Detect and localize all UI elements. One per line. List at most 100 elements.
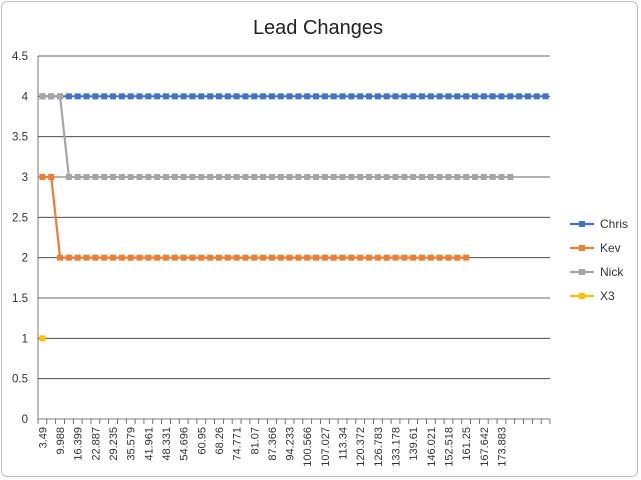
data-point (286, 93, 293, 100)
y-tick-label: 1.5 (12, 293, 28, 305)
x-tick-label: 48.331 (161, 427, 173, 461)
data-point (83, 93, 90, 100)
data-point (189, 254, 196, 261)
data-point (251, 254, 258, 261)
y-tick-label: 0 (22, 414, 28, 426)
data-point (268, 254, 275, 261)
data-point (110, 254, 117, 261)
data-point (260, 174, 267, 180)
x-tick-label: 107.027 (320, 427, 332, 467)
data-point (321, 254, 328, 261)
data-point (366, 93, 373, 100)
x-tick-label: 94.233 (285, 427, 297, 461)
x-tick-label: 146.021 (426, 427, 438, 467)
x-tick-label: 120.372 (355, 427, 367, 467)
data-point (65, 93, 72, 100)
series-chris (39, 93, 549, 100)
data-point (348, 254, 355, 261)
y-tick-label: 1 (22, 333, 28, 345)
data-point (163, 174, 169, 180)
data-point (321, 174, 328, 180)
data-point (154, 174, 161, 180)
data-point (215, 254, 222, 261)
data-point (348, 174, 355, 180)
x-tick-label: 173.883 (496, 427, 508, 467)
x-tick-label: 16.399 (73, 427, 85, 461)
data-point (516, 93, 523, 100)
data-point (383, 174, 390, 180)
x-tick-label: 81.07 (249, 427, 261, 455)
data-point (74, 174, 81, 180)
data-point (401, 93, 408, 100)
data-point (330, 254, 337, 261)
data-point (313, 174, 320, 180)
data-point (268, 93, 275, 100)
legend-label: Chris (600, 217, 628, 231)
series-x3 (39, 335, 46, 342)
data-point (463, 174, 470, 180)
data-point (454, 174, 461, 180)
data-point (374, 254, 381, 261)
data-point (198, 174, 205, 180)
data-point (39, 335, 46, 342)
data-point (330, 174, 337, 180)
data-point (401, 254, 408, 261)
data-point (215, 174, 222, 180)
data-point (427, 254, 434, 261)
data-point (374, 174, 381, 180)
data-point (110, 93, 117, 100)
data-point (180, 174, 187, 180)
data-point (224, 174, 231, 180)
x-tick-label: 35.579 (126, 427, 138, 461)
data-point (410, 93, 417, 100)
data-point (401, 174, 408, 180)
data-point (445, 93, 452, 100)
data-point (65, 174, 72, 180)
data-point (277, 174, 284, 180)
data-point (277, 254, 284, 261)
data-point (357, 254, 364, 261)
x-tick-label: 152.518 (443, 427, 455, 467)
data-point (101, 254, 108, 261)
data-point (92, 93, 99, 100)
data-point (57, 254, 64, 261)
x-tick-label: 68.26 (214, 427, 226, 455)
chart-title: Lead Changes (253, 17, 383, 39)
data-point (348, 93, 355, 100)
data-point (304, 174, 311, 180)
x-tick-label: 74.771 (232, 427, 244, 461)
data-point (419, 93, 425, 100)
data-point (480, 174, 487, 180)
data-point (366, 174, 373, 180)
x-tick-label: 22.887 (90, 427, 102, 461)
data-point (180, 93, 187, 100)
data-point (207, 174, 214, 180)
data-point (242, 93, 249, 100)
data-point (92, 174, 99, 180)
data-point (260, 93, 267, 100)
data-point (101, 174, 108, 180)
data-point (118, 174, 125, 180)
x-tick-label: 139.61 (408, 427, 420, 461)
data-point (277, 93, 284, 100)
series-kev (39, 174, 470, 261)
data-point (489, 174, 496, 180)
data-point (454, 254, 461, 261)
data-point (498, 174, 505, 180)
data-point (507, 174, 514, 180)
x-axis-ticks: 3.49 9.988 16.399 22.887 29.235 35.579 41.961 4… (37, 427, 508, 467)
legend-marker (579, 221, 585, 227)
data-point (374, 93, 381, 100)
data-point (242, 254, 249, 261)
x-tick-label: 60.95 (196, 427, 208, 455)
data-point (463, 93, 470, 100)
data-point (57, 93, 64, 100)
data-point (154, 93, 161, 100)
data-point (118, 254, 125, 261)
data-point (286, 254, 293, 261)
x-tick-label: 133.178 (391, 427, 403, 467)
data-point (39, 93, 46, 100)
data-point (145, 254, 152, 261)
x-tick-label: 100.566 (302, 427, 314, 467)
